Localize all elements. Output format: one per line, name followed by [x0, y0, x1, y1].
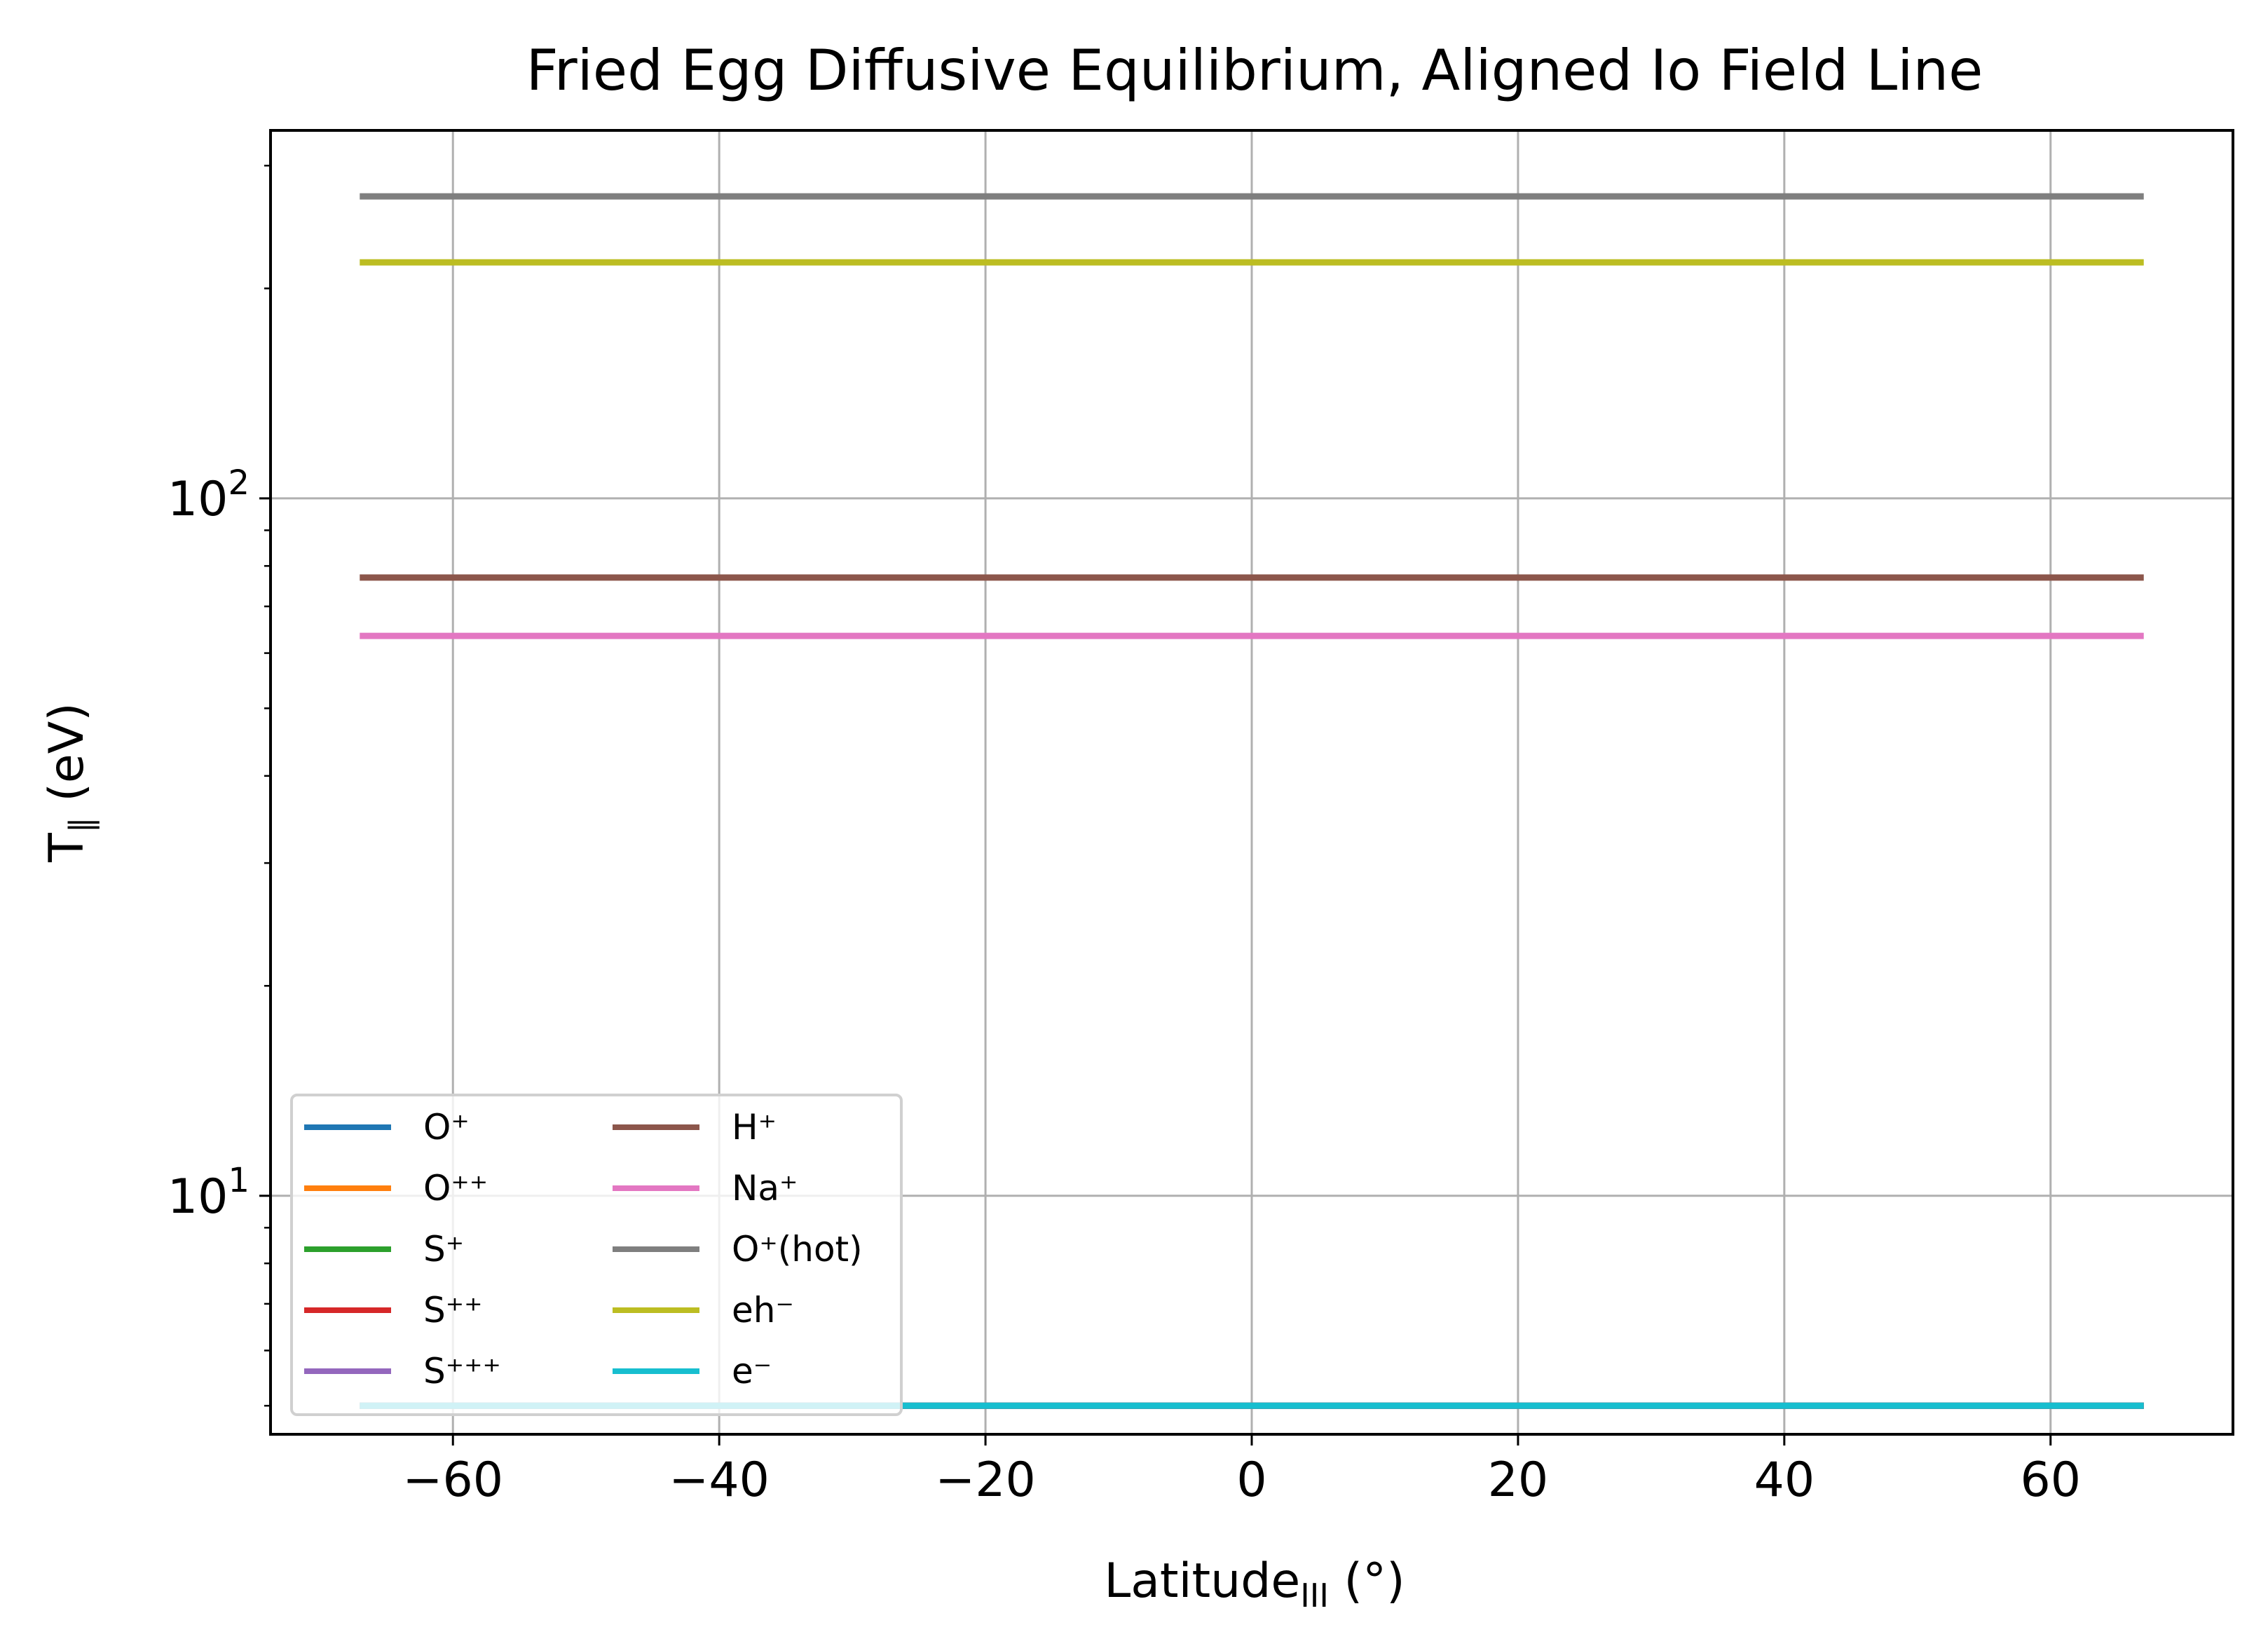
legend-label: O⁺ [423, 1107, 470, 1148]
x-tick-label: 40 [1754, 1453, 1815, 1508]
x-axis-label: LatitudeIII (°) [1104, 1553, 1405, 1614]
y-axis-ticks: 101 102 [168, 164, 271, 1407]
legend-items: O⁺ O⁺⁺ S⁺ S⁺⁺ S⁺⁺⁺ H⁺ Na⁺ O⁺(hot) eh⁻ e⁻ [304, 1107, 863, 1392]
x-axis-label-main: Latitude [1104, 1553, 1300, 1609]
x-tick-label: 60 [2020, 1453, 2081, 1508]
grid [271, 130, 2233, 1434]
x-tick-label: −40 [669, 1453, 770, 1508]
y-axis-label-main: T [39, 833, 95, 863]
x-axis-label-suffix: (°) [1329, 1553, 1405, 1609]
y-axis-label: T∥ (eV) [39, 702, 100, 863]
legend-label: O⁺(hot) [732, 1229, 863, 1270]
chart-title: Fried Egg Diffusive Equilibrium, Aligned… [526, 38, 1983, 103]
y-axis-label-suffix: (eV) [39, 702, 95, 817]
legend-label: H⁺ [732, 1107, 777, 1148]
legend-label: Na⁺ [732, 1168, 798, 1209]
legend-label: S⁺ [423, 1229, 464, 1270]
legend-label: eh⁻ [732, 1290, 794, 1331]
legend: O⁺ O⁺⁺ S⁺ S⁺⁺ S⁺⁺⁺ H⁺ Na⁺ O⁺(hot) eh⁻ e⁻ [290, 1094, 903, 1416]
x-tick-label: −20 [935, 1453, 1036, 1508]
x-axis-ticks: −60 −40 −20 0 20 40 60 [402, 1434, 2081, 1508]
x-tick-label: 20 [1488, 1453, 1549, 1508]
legend-label: S⁺⁺⁺ [423, 1351, 501, 1392]
legend-box [290, 1094, 903, 1416]
legend-label: S⁺⁺ [423, 1290, 483, 1331]
y-tick-label: 102 [168, 463, 250, 527]
x-axis-label-sub: III [1300, 1577, 1329, 1614]
x-tick-label: −60 [402, 1453, 503, 1508]
x-tick-label: 0 [1236, 1453, 1266, 1508]
legend-label: O⁺⁺ [423, 1168, 488, 1209]
legend-label: e⁻ [732, 1351, 772, 1392]
y-tick-label: 101 [168, 1161, 250, 1225]
y-axis-label-sub: ∥ [62, 817, 100, 833]
